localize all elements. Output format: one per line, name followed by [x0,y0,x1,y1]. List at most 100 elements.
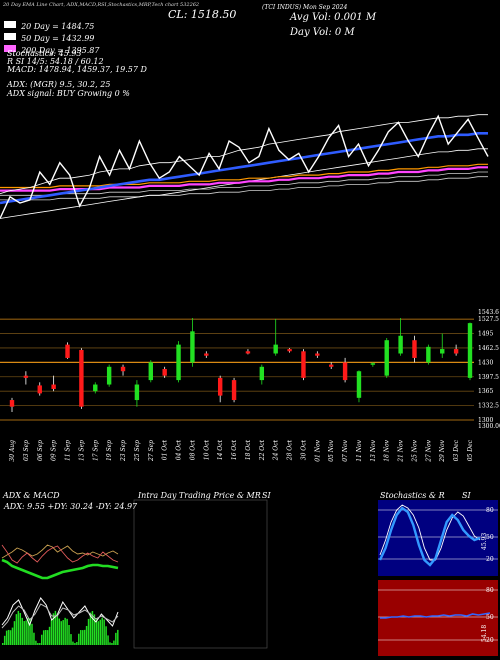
candle-body [217,377,223,396]
macd-histogram-bar [15,614,18,645]
stoch-value-label: 45.93 [481,533,488,550]
x-date-label: 23 Sep [120,440,127,462]
candle-body [453,349,459,354]
x-date-label: 25 Sep [134,440,141,462]
ema200-swatch [4,45,16,52]
candle-body [51,384,56,389]
candle-body [426,346,431,363]
macd-histogram-bar [115,632,117,645]
macd-histogram-bar [95,619,98,645]
x-date-label: 17 Sep [92,440,99,461]
macd-histogram-bar [27,618,29,645]
candle-body [273,344,278,354]
header-title-line: 20 Day EMA Line Chart, ADX,MACD,RSI,Stoc… [3,2,200,8]
macd-histogram-bar [21,617,23,645]
rsi-line [380,612,491,619]
candle-body [398,335,403,354]
candle-body [176,344,181,381]
price-axis-label: 1495 [478,331,493,338]
macd-histogram-bar [35,640,37,645]
x-date-label: 13 Nov [370,439,377,461]
candle-body [370,363,376,365]
macd-histogram-bar [7,629,10,645]
macd-histogram-bar [13,621,16,645]
x-date-label: 07 Nov [342,439,349,461]
adx-line [1,558,119,580]
price-axis-label: 1332.5 [478,403,499,410]
rsi-readout: R SI 14/5: 54.18 / 60.12 [7,57,104,66]
rsi-axis-label: 50 [486,614,494,621]
candle-body [440,349,445,354]
macd-histogram-bar [11,627,14,645]
candle-body [329,364,334,367]
macd-histogram-bar [66,618,68,645]
macd-histogram-bar [68,625,70,645]
rsi-value-label: 54.18 [481,625,488,642]
x-date-label: 06 Sep [37,440,44,461]
price-axis-label: 1397.5 [478,374,499,381]
x-date-label: 19 Sep [106,440,113,461]
avg-volume: Avg Vol: 0.001 M [290,12,377,23]
macd-histogram-bar [89,612,92,645]
macd-histogram-bar [17,610,20,645]
adx-signal-readout: ADX signal: BUY Growing 0 % [7,89,130,98]
x-date-label: 01 Nov [314,439,321,461]
candle-body [148,362,153,381]
macd-histogram-bar [41,634,43,645]
price-axis-label: 1543.6 [478,309,499,316]
macd-histogram-bar [44,630,47,645]
x-date-label: 27 Nov [425,439,432,462]
adx-values: ADX: 9.55 +DY: 30.24 -DY: 24.97 [4,502,138,511]
x-date-label: 21 Nov [398,439,405,462]
macd-histogram-bar [42,630,45,645]
macd-histogram-bar [93,614,96,645]
rsi-panel-bg [378,580,498,656]
macd-histogram-bar [9,630,12,645]
intra-day-panel [133,499,268,649]
candle-body [287,349,292,352]
ema20-legend: 20 Day = 1484.75 [4,14,94,33]
x-date-label: 05 Dec [467,439,474,461]
macd-histogram-bar [99,619,101,645]
candle-body [106,366,112,385]
macd-histogram-bar [70,634,72,645]
x-date-label: 08 Oct [189,439,196,460]
macd-histogram-bar [48,626,51,645]
candle-body [259,366,265,381]
x-date-label: 30 Oct [300,439,307,460]
price-axis-label: 1430 [478,359,493,366]
rsi-axis-label: 20 [486,637,494,644]
adx-plus-di-line [1,544,119,564]
x-date-label: 03 Dec [453,439,460,461]
macd-histogram-bar [103,619,105,645]
x-date-label: 28 Oct [287,439,294,461]
macd-histogram-bar [76,642,78,645]
x-date-label: 03 Sep [23,440,30,461]
rsi-axis-label: 80 [486,587,494,594]
price-axis-label: 1365 [478,388,493,395]
macd-histogram-bar [107,635,109,645]
adx-minus-di-line [1,544,119,559]
price-axis-label: 1300.00 [478,423,500,430]
x-date-label: 11 Sep [65,440,72,461]
x-date-label: 18 Nov [384,439,391,461]
candle-body [301,351,306,378]
macd-histogram-bar [19,613,22,645]
candle-body [37,385,42,394]
stoch-panel-title: Stochastics & R [380,491,445,500]
x-date-label: 11 Nov [356,439,363,461]
intra-panel-si: SI [262,491,271,500]
macd-histogram-bar [85,625,88,645]
candle-body [65,344,70,358]
macd-histogram-bar [2,643,4,645]
macd-histogram-bar [58,618,61,645]
candle-body [315,353,320,356]
day-volume: Day Vol: 0 M [290,27,355,38]
price-axis-label: 1527.5 [478,316,499,323]
candle-body [356,371,362,398]
candle-body [79,349,84,407]
ema200-legend: 200 Day = 1395.87 [4,38,99,57]
macd-histogram-bar [72,641,74,645]
candle-body [342,362,348,381]
